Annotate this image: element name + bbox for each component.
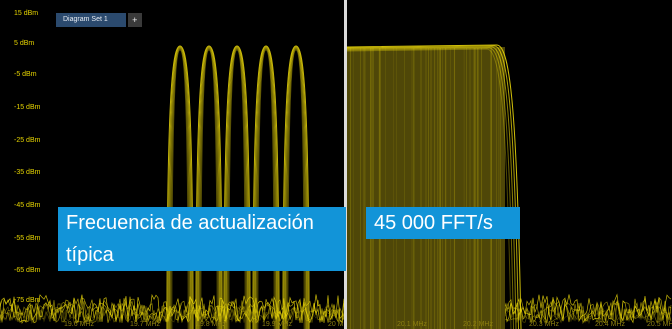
x-axis-label: 20.4 MHz <box>595 321 625 328</box>
add-tab-button[interactable]: + <box>127 13 142 27</box>
y-axis-label: -45 dBm <box>14 202 41 209</box>
signal-lobe <box>166 45 194 329</box>
spectrum-plot-left <box>0 45 344 329</box>
callout-fft-rate: 45 000 FFT/s <box>366 207 520 239</box>
callout-typical-rate: Frecuencia de actualización típica <box>58 207 346 271</box>
x-axis-label: 19.8 MHz <box>196 321 226 328</box>
y-axis-label: -5 dBm <box>14 71 37 78</box>
y-axis-label: 15 dBm <box>14 10 39 17</box>
x-axis-label: 19.6 MHz <box>64 321 94 328</box>
y-axis-label: -15 dBm <box>14 104 41 111</box>
y-axis-label: 5 dBm <box>14 40 35 47</box>
y-axis-label: -55 dBm <box>14 235 41 242</box>
x-axis-label: 20.3 MHz <box>529 321 559 328</box>
spectrum-plot-right <box>347 44 672 329</box>
spectrum-panel-right: 20.1 MHz 20.2 MHz 20.3 MHz 20.4 MHz 20.5 MHz <box>347 0 672 329</box>
panel-divider <box>344 0 347 329</box>
y-axis-label: -75 dBm <box>14 297 41 304</box>
x-axis-label: 19.7 MHz <box>130 321 160 328</box>
x-axis-label: 20.1 MHz <box>397 321 427 328</box>
signal-lobe <box>195 45 223 329</box>
tab-diagram-set[interactable]: Diagram Set 1 <box>56 13 126 27</box>
x-axis-label: 19.9 MHz <box>262 321 292 328</box>
persistence-block <box>347 44 522 329</box>
y-axis-label: -35 dBm <box>14 169 41 176</box>
noise-floor <box>0 293 344 324</box>
x-axis-label: 20.2 MHz <box>463 321 493 328</box>
x-axis-label: 20 MHz <box>328 321 344 328</box>
diagram-tab-bar: Diagram Set 1 + <box>56 13 142 27</box>
signal-lobe <box>223 45 251 329</box>
y-axis-label: -25 dBm <box>14 137 41 144</box>
signal-lobe <box>282 45 310 329</box>
x-axis-label: 20.5 MHz <box>647 321 672 328</box>
y-axis-label: -65 dBm <box>14 267 41 274</box>
signal-lobe <box>252 45 280 329</box>
spectrum-panel-left: 19.6 MHz 19.7 MHz 19.8 MHz 19.9 MHz 20 MHz <box>0 45 344 329</box>
